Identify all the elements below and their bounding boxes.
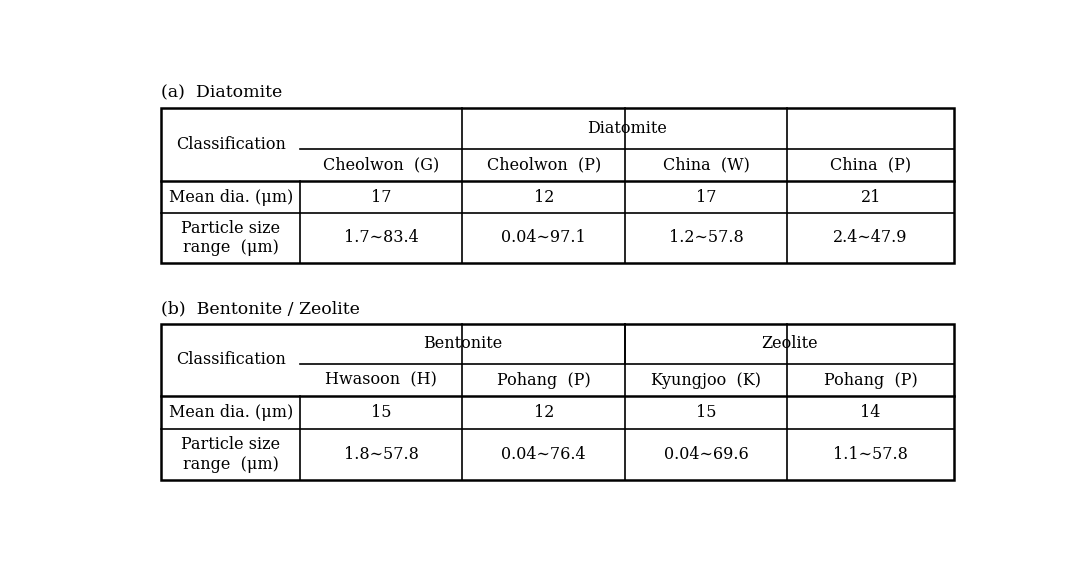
Text: 1.7∼83.4: 1.7∼83.4 xyxy=(344,229,419,247)
Text: Cheolwon  (P): Cheolwon (P) xyxy=(486,156,601,173)
Text: Zeolite: Zeolite xyxy=(762,335,818,352)
Text: 21: 21 xyxy=(861,188,881,205)
Bar xyxy=(161,324,954,480)
Text: China  (W): China (W) xyxy=(663,156,750,173)
Text: Hwasoon  (H): Hwasoon (H) xyxy=(325,371,437,389)
Text: Cheolwon  (G): Cheolwon (G) xyxy=(323,156,440,173)
Text: Classification: Classification xyxy=(175,136,285,153)
Text: Diatomite: Diatomite xyxy=(588,120,667,137)
Text: 1.2∼57.8: 1.2∼57.8 xyxy=(669,229,743,247)
Text: 1.8∼57.8: 1.8∼57.8 xyxy=(344,446,419,463)
Text: Classification: Classification xyxy=(175,352,285,368)
Text: 0.04∼76.4: 0.04∼76.4 xyxy=(502,446,586,463)
Text: Mean dia. (μm): Mean dia. (μm) xyxy=(169,404,293,421)
Text: 17: 17 xyxy=(371,188,392,205)
Text: 14: 14 xyxy=(861,404,881,421)
Text: 0.04∼69.6: 0.04∼69.6 xyxy=(664,446,749,463)
Text: 12: 12 xyxy=(533,188,554,205)
Text: 15: 15 xyxy=(371,404,392,421)
Text: Pohang  (P): Pohang (P) xyxy=(824,371,917,389)
Text: Bentonite: Bentonite xyxy=(423,335,503,352)
Text: China  (P): China (P) xyxy=(830,156,912,173)
Text: Kyungjoo  (K): Kyungjoo (K) xyxy=(652,371,762,389)
Text: 15: 15 xyxy=(696,404,717,421)
Text: Mean dia. (μm): Mean dia. (μm) xyxy=(169,188,293,205)
Text: 1.1∼57.8: 1.1∼57.8 xyxy=(833,446,908,463)
Text: Particle size
range  (μm): Particle size range (μm) xyxy=(181,436,281,473)
Text: (b)  Bentonite / Zeolite: (b) Bentonite / Zeolite xyxy=(161,300,360,317)
Text: 12: 12 xyxy=(533,404,554,421)
Text: 2.4∼47.9: 2.4∼47.9 xyxy=(833,229,907,247)
Text: 17: 17 xyxy=(696,188,717,205)
Text: Pohang  (P): Pohang (P) xyxy=(497,371,591,389)
Text: (a)  Diatomite: (a) Diatomite xyxy=(161,85,283,102)
Text: 0.04∼97.1: 0.04∼97.1 xyxy=(502,229,586,247)
Bar xyxy=(161,108,954,262)
Text: Particle size
range  (μm): Particle size range (μm) xyxy=(181,220,281,256)
